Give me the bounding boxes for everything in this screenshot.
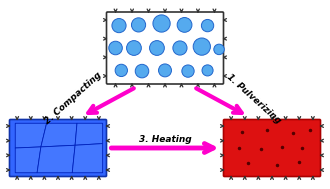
- Polygon shape: [15, 147, 41, 173]
- Circle shape: [131, 18, 146, 32]
- Polygon shape: [75, 123, 103, 145]
- Text: 1. Pulverizing: 1. Pulverizing: [225, 72, 283, 125]
- Circle shape: [202, 65, 213, 76]
- Polygon shape: [37, 145, 75, 173]
- Circle shape: [173, 41, 187, 55]
- FancyBboxPatch shape: [223, 119, 320, 177]
- Circle shape: [149, 41, 164, 55]
- Circle shape: [214, 44, 224, 55]
- Text: 2. Compacting: 2. Compacting: [43, 71, 103, 126]
- Circle shape: [127, 41, 141, 55]
- Circle shape: [135, 64, 149, 78]
- Circle shape: [153, 15, 170, 32]
- Text: 3. Heating: 3. Heating: [139, 136, 191, 145]
- FancyBboxPatch shape: [107, 12, 223, 84]
- Circle shape: [201, 19, 214, 32]
- Polygon shape: [72, 144, 103, 173]
- Polygon shape: [41, 123, 77, 147]
- FancyBboxPatch shape: [10, 119, 107, 177]
- Circle shape: [182, 65, 194, 77]
- Circle shape: [177, 18, 192, 32]
- Circle shape: [109, 41, 122, 55]
- Circle shape: [112, 19, 126, 33]
- Circle shape: [193, 38, 211, 55]
- Circle shape: [158, 64, 172, 77]
- Polygon shape: [15, 123, 47, 148]
- Circle shape: [115, 64, 127, 77]
